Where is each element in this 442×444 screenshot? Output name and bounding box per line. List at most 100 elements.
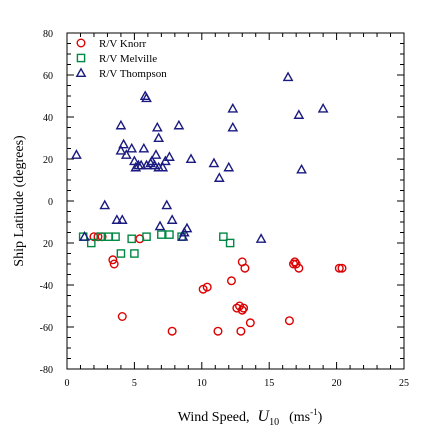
data-point-square bbox=[116, 249, 126, 258]
data-point-circle bbox=[202, 282, 212, 292]
data-point-triangle bbox=[296, 163, 307, 174]
legend-label: R/V Melville bbox=[99, 53, 157, 65]
data-point-triangle bbox=[149, 159, 161, 170]
y-tick-label: 20 bbox=[43, 155, 53, 166]
data-point-square bbox=[225, 238, 235, 248]
data-point-square bbox=[142, 232, 151, 242]
data-point-triangle bbox=[164, 151, 175, 161]
data-point-triangle bbox=[115, 144, 127, 155]
legend-entry: R/V Knorr bbox=[76, 38, 146, 50]
data-point-circle bbox=[167, 326, 177, 336]
legend: R/V Knorr R/V Melville R/V Thompson bbox=[75, 38, 167, 80]
x-axis-label-symbol: U bbox=[258, 408, 271, 425]
data-point-triangle bbox=[166, 214, 178, 224]
y-tick-label: 40 bbox=[43, 113, 53, 124]
data-points bbox=[71, 71, 347, 336]
data-point-triangle bbox=[181, 222, 193, 233]
data-point-square bbox=[111, 232, 120, 242]
data-point-circle bbox=[240, 263, 250, 273]
data-point-triangle bbox=[213, 172, 225, 182]
data-point-circle bbox=[108, 255, 118, 265]
data-point-triangle bbox=[161, 199, 173, 210]
data-point-circle bbox=[337, 263, 347, 273]
y-axis-label: Ship Latitude (degrees) bbox=[12, 135, 27, 267]
data-point-circle bbox=[232, 303, 242, 313]
y-tick-label: 20 bbox=[43, 239, 53, 250]
x-tick-label: 20 bbox=[332, 378, 342, 389]
data-point-circle bbox=[239, 303, 249, 313]
x-tick-label: 5 bbox=[132, 378, 137, 389]
data-point-circle bbox=[334, 263, 344, 273]
data-point-triangle bbox=[293, 109, 305, 119]
legend-marker-circle bbox=[76, 38, 86, 48]
data-point-triangle bbox=[99, 199, 111, 210]
data-point-square bbox=[86, 238, 96, 248]
data-point-triangle bbox=[223, 161, 235, 172]
data-point-circle bbox=[213, 326, 223, 336]
y-tick-label: 60 bbox=[43, 71, 53, 82]
data-point-triangle bbox=[227, 102, 239, 113]
data-point-triangle bbox=[111, 214, 123, 224]
data-point-square bbox=[130, 249, 139, 258]
legend-entry: R/V Melville bbox=[76, 53, 157, 65]
x-axis-label-unit-close: ) bbox=[318, 410, 323, 425]
x-tick-label: 0 bbox=[65, 378, 70, 389]
y-tick-label: -60 bbox=[40, 323, 53, 334]
y-tick-label: -40 bbox=[40, 281, 53, 292]
data-point-triangle bbox=[208, 157, 220, 168]
data-point-circle bbox=[284, 316, 294, 326]
legend-label: R/V Knorr bbox=[99, 38, 146, 50]
data-point-triangle bbox=[79, 231, 90, 241]
axes: 0 5 10 15 20 25 -80 -60 -40 20 0 20 40 60 80 bbox=[40, 29, 409, 389]
x-axis-label-subscript: 10 bbox=[269, 417, 279, 428]
data-point-triangle bbox=[317, 102, 329, 113]
data-point-triangle bbox=[126, 142, 138, 153]
data-point-square bbox=[96, 232, 105, 242]
series-triangle bbox=[71, 71, 329, 243]
data-point-square bbox=[219, 232, 228, 242]
legend-entry: R/V Thompson bbox=[75, 67, 167, 80]
data-point-circle bbox=[226, 276, 236, 286]
data-point-circle bbox=[237, 305, 247, 315]
x-axis-label-text: Wind Speed, bbox=[178, 410, 250, 425]
series-circle bbox=[89, 232, 347, 336]
y-tick-label: 80 bbox=[43, 29, 53, 40]
data-point-triangle bbox=[118, 138, 130, 149]
legend-marker-triangle bbox=[75, 67, 87, 78]
data-point-triangle bbox=[135, 159, 147, 170]
data-point-triangle bbox=[185, 153, 197, 164]
data-point-circle bbox=[290, 257, 300, 267]
data-point-circle bbox=[294, 263, 304, 273]
legend-marker-square bbox=[76, 53, 86, 63]
data-point-square bbox=[157, 230, 166, 239]
x-tick-label: 15 bbox=[264, 378, 274, 389]
data-point-triangle bbox=[227, 121, 239, 132]
data-point-square bbox=[165, 230, 174, 239]
data-point-triangle bbox=[282, 71, 294, 82]
x-tick-label: 25 bbox=[399, 378, 409, 389]
x-axis-label: Wind Speed, U10 (ms-1) bbox=[178, 407, 323, 428]
y-tick-label: -80 bbox=[40, 365, 53, 376]
data-point-triangle bbox=[71, 149, 82, 159]
data-point-triangle bbox=[151, 121, 163, 132]
data-point-circle bbox=[245, 318, 255, 328]
x-tick-label: 10 bbox=[197, 378, 207, 389]
data-point-triangle bbox=[141, 92, 152, 103]
legend-label: R/V Thompson bbox=[99, 68, 167, 80]
data-point-triangle bbox=[154, 220, 166, 231]
x-axis-label-unit: (ms bbox=[289, 410, 310, 425]
y-tick-label: 0 bbox=[48, 197, 53, 208]
data-point-square bbox=[127, 234, 137, 244]
data-point-triangle bbox=[255, 233, 267, 243]
data-point-triangle bbox=[116, 214, 128, 224]
data-point-circle bbox=[236, 326, 246, 336]
data-point-triangle bbox=[146, 155, 158, 166]
data-point-triangle bbox=[153, 132, 165, 143]
data-point-circle bbox=[109, 259, 119, 269]
x-axis-label-unit-exponent: -1 bbox=[310, 407, 318, 417]
data-point-triangle bbox=[157, 161, 169, 172]
data-point-circle bbox=[117, 312, 127, 322]
data-point-triangle bbox=[115, 119, 127, 130]
